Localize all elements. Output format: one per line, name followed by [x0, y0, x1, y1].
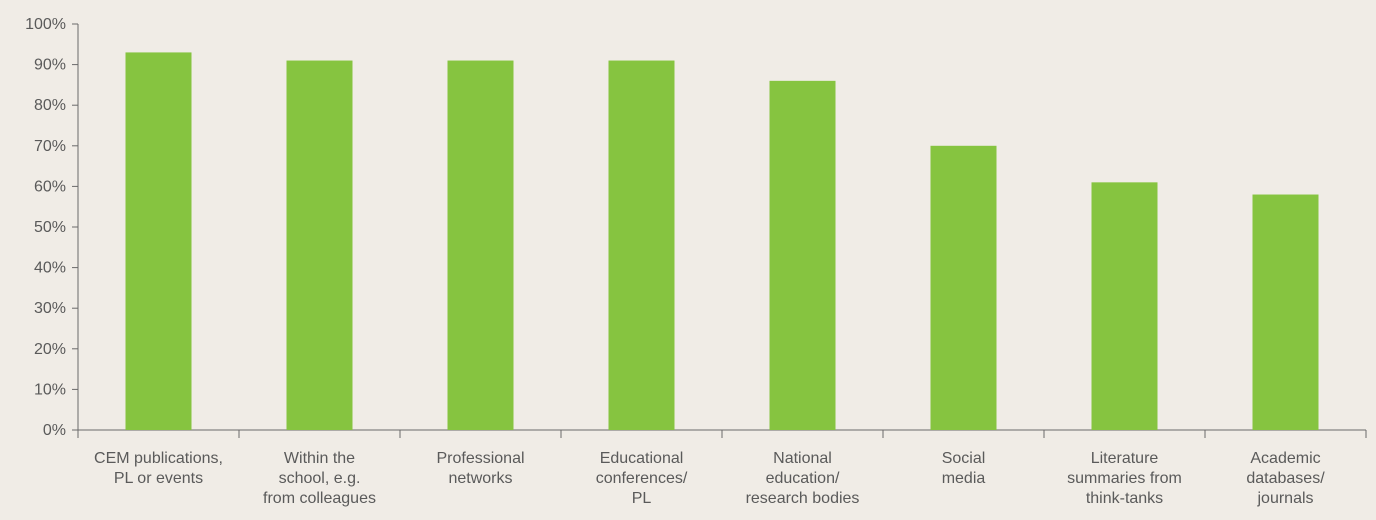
y-tick-label: 50%: [34, 219, 66, 236]
category-label-line: networks: [448, 470, 512, 487]
y-axis: 0% 10% 20% 30% 40% 50% 60% 70% 80% 90% 100%: [25, 16, 79, 439]
x-axis: [77, 429, 1367, 438]
category-label-line: from colleagues: [263, 490, 376, 507]
bar: [447, 60, 514, 430]
y-tick-label: 40%: [34, 260, 66, 277]
category-label: National education/research bodies: [746, 450, 860, 507]
category-label: Literature summaries from think-tanks: [1067, 450, 1182, 507]
y-tick-label: 0%: [43, 422, 66, 439]
y-tick-label: 70%: [34, 138, 66, 155]
y-tick-label: 10%: [34, 381, 66, 398]
bar: [608, 60, 675, 430]
y-tick-label: 90%: [34, 57, 66, 74]
category-label-line: Professional: [436, 450, 524, 467]
bar: [125, 52, 192, 431]
y-tick-label: 30%: [34, 300, 66, 317]
bar: [1252, 194, 1319, 430]
category-label-line: databases/: [1246, 470, 1325, 487]
category-label-line: Literature: [1091, 450, 1159, 467]
y-tick-label: 60%: [34, 178, 66, 195]
category-label-line: CEM publications,: [94, 450, 223, 467]
category-label-line: PL or events: [114, 470, 203, 487]
y-tick-label: 80%: [34, 97, 66, 114]
category-label: CEM publications, PL or events: [94, 450, 223, 487]
category-label-line: conferences/: [596, 470, 688, 487]
category-label: Professional networks: [436, 450, 524, 487]
category-label: Academic databases/journals: [1246, 450, 1325, 507]
category-label-line: Educational: [600, 450, 684, 467]
category-label-line: journals: [1256, 490, 1313, 507]
category-label-line: summaries from: [1067, 470, 1182, 487]
category-label-line: education/: [766, 470, 840, 487]
bar: [1091, 182, 1158, 430]
bars: [125, 52, 1319, 431]
bar: [769, 80, 836, 430]
bar: [286, 60, 353, 430]
category-label-line: Social: [942, 450, 986, 467]
category-label-line: Within the: [284, 450, 355, 467]
category-label: Within the school, e.g. from colleagues: [263, 450, 376, 507]
category-label-line: Academic: [1250, 450, 1320, 467]
category-label-line: National: [773, 450, 832, 467]
category-label-line: research bodies: [746, 490, 860, 507]
category-label: Educational conferences/PL: [596, 450, 688, 507]
category-label-line: PL: [632, 490, 652, 507]
y-tick-label: 100%: [25, 16, 66, 33]
y-tick-label: 20%: [34, 341, 66, 358]
category-label-line: think-tanks: [1086, 490, 1163, 507]
category-label-line: media: [942, 470, 986, 487]
bar: [930, 145, 997, 431]
category-labels: CEM publications, PL or events Within the s…: [94, 450, 1325, 507]
category-label-line: school, e.g.: [279, 470, 361, 487]
category-label: Social media: [942, 450, 986, 487]
